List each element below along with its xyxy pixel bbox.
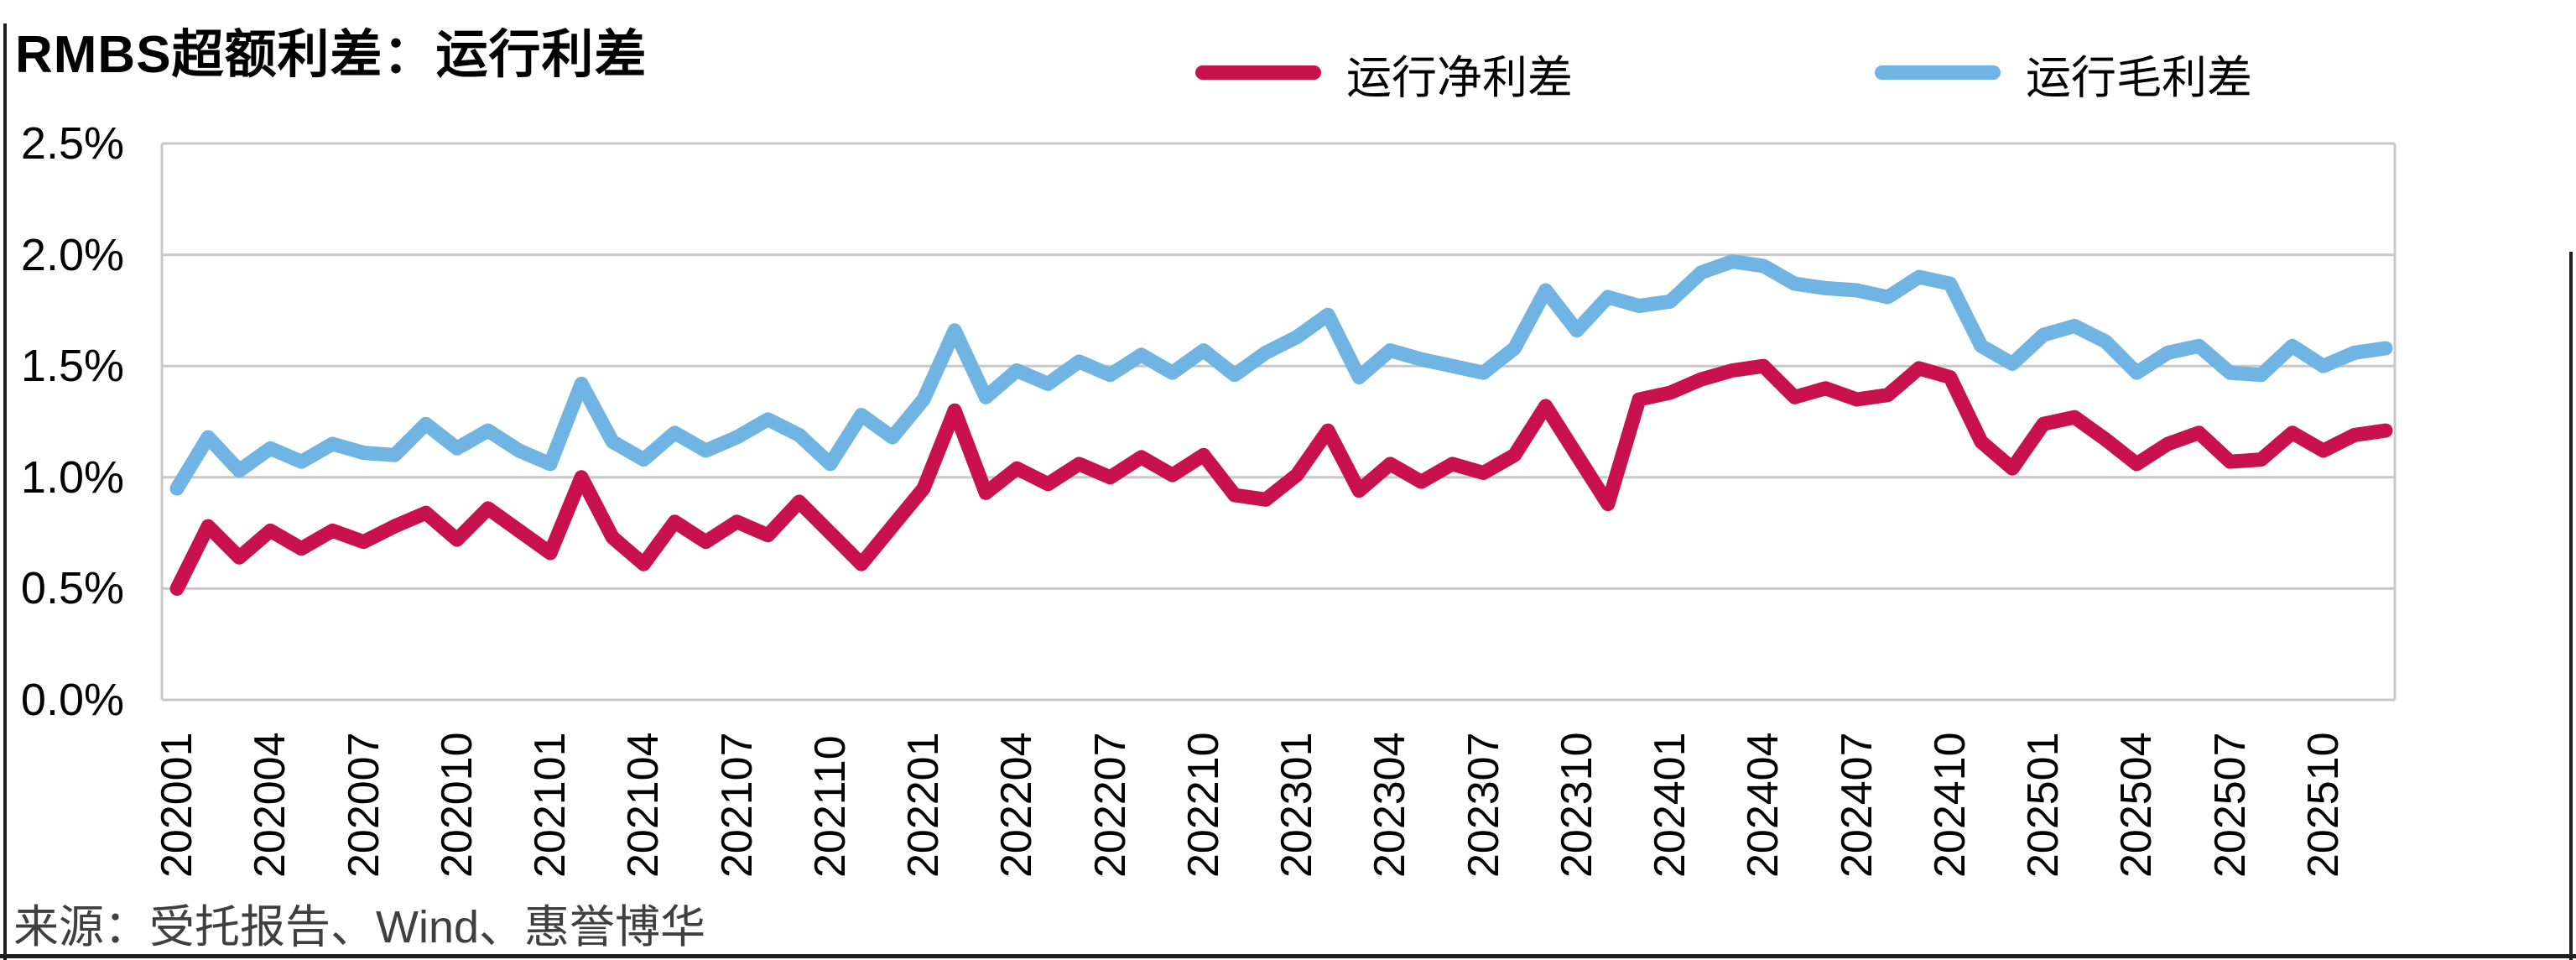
x-axis-tick-label: 202310 bbox=[1552, 732, 1601, 878]
x-axis-tick-label: 202301 bbox=[1272, 732, 1322, 878]
x-axis-tick-label: 202104 bbox=[619, 732, 669, 878]
series-line-gross bbox=[169, 254, 2393, 496]
x-axis-tick-label: 202210 bbox=[1179, 732, 1228, 878]
legend-swatch-gross-line bbox=[1875, 65, 2001, 80]
x-axis-tick-label: 202304 bbox=[1366, 732, 1415, 878]
y-axis-tick-label: 0.0% bbox=[20, 675, 124, 725]
x-axis-tick-label: 202201 bbox=[899, 732, 949, 878]
x-axis-tick-label: 202401 bbox=[1646, 732, 1695, 878]
y-axis-tick-label: 2.5% bbox=[20, 118, 124, 169]
legend-label-net: 运行净利差 bbox=[1346, 53, 1573, 103]
x-axis-tick-label: 202004 bbox=[246, 732, 295, 878]
x-axis-tick-label: 202410 bbox=[1925, 732, 1975, 878]
figure-border-bottom bbox=[0, 954, 2576, 958]
x-axis-tick-label: 202110 bbox=[805, 735, 855, 878]
figure-border-right bbox=[2569, 252, 2573, 960]
x-axis-tick-label: 202307 bbox=[1459, 732, 1508, 878]
x-axis-tick-label: 202404 bbox=[1739, 732, 1788, 878]
x-axis-tick-label: 202207 bbox=[1085, 732, 1135, 878]
legend-swatch-net-line bbox=[1195, 65, 1321, 80]
chart-title: RMBS超额利差：运行利差 bbox=[15, 26, 648, 84]
x-axis-tick-label: 202204 bbox=[992, 732, 1042, 878]
x-axis-tick-label: 202001 bbox=[153, 732, 201, 878]
source-note: 来源：受托报告、Wind、惠誉博华 bbox=[13, 902, 706, 952]
x-axis-tick-label: 202101 bbox=[526, 732, 575, 878]
x-axis-tick-label: 202407 bbox=[1832, 732, 1881, 878]
series-line-net bbox=[169, 358, 2393, 596]
y-axis-tick-label: 1.0% bbox=[20, 451, 124, 503]
x-axis-tick-label: 202501 bbox=[2019, 732, 2069, 878]
x-axis-tick-label: 202007 bbox=[339, 732, 388, 878]
x-axis-tick-label: 202010 bbox=[432, 732, 481, 878]
x-axis-tick-label: 202510 bbox=[2298, 732, 2348, 878]
x-axis-tick-label: 202507 bbox=[2205, 732, 2255, 878]
x-axis-tick-label: 202504 bbox=[2112, 732, 2162, 878]
y-axis-tick-label: 2.0% bbox=[20, 229, 124, 280]
y-axis-tick-label: 1.5% bbox=[20, 341, 124, 392]
y-axis-tick-label: 0.5% bbox=[20, 563, 124, 614]
figure-border-left bbox=[3, 23, 7, 960]
legend-label-gross: 运行毛利差 bbox=[2026, 53, 2252, 103]
x-axis-tick-label: 202107 bbox=[712, 732, 762, 878]
